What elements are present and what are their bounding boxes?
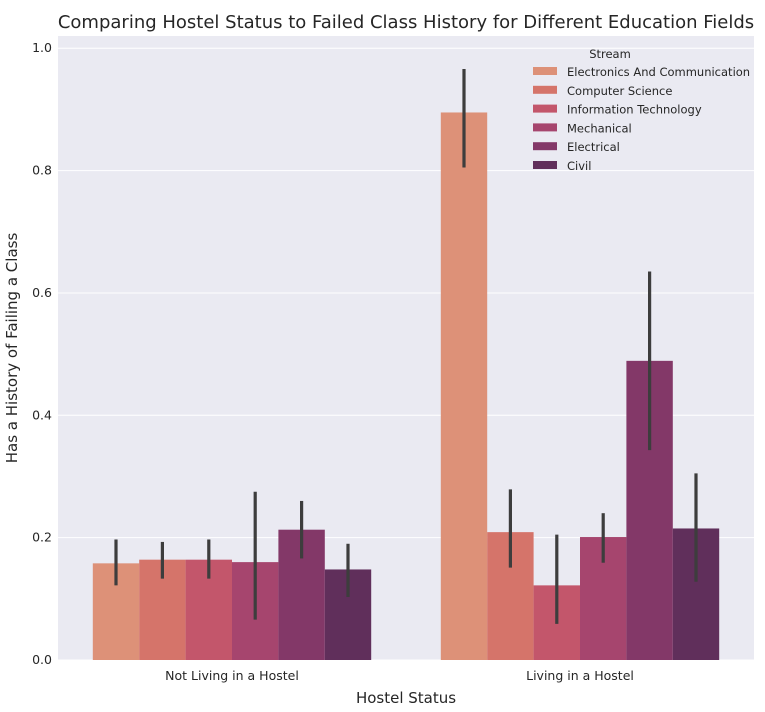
y-tick-label: 0.2 [32, 530, 52, 545]
bars [92, 112, 720, 661]
y-tick-label: 1.0 [32, 40, 52, 55]
legend-label: Computer Science [567, 84, 672, 98]
y-axis-label: Has a History of Failing a Class [3, 233, 21, 464]
x-axis-label: Hostel Status [356, 689, 456, 707]
legend-label: Civil [567, 159, 591, 173]
y-tick-label: 0.0 [32, 652, 52, 667]
chart-title: Comparing Hostel Status to Failed Class … [58, 12, 754, 33]
legend: Stream Electronics And Communication Comp… [533, 47, 750, 173]
legend-swatch [533, 123, 557, 132]
legend-swatch [533, 142, 557, 151]
x-tick-label: Not Living in a Hostel [165, 668, 299, 683]
y-tick-label: 0.6 [32, 285, 52, 300]
legend-label: Mechanical [567, 121, 632, 135]
legend-swatch [533, 104, 557, 113]
legend-label: Information Technology [567, 103, 702, 117]
legend-swatch [533, 85, 557, 94]
error-bars [114, 69, 698, 624]
legend-label: Electrical [567, 140, 620, 154]
legend-swatch [533, 161, 557, 169]
y-tick-label: 0.4 [32, 407, 52, 422]
y-tick-label: 0.8 [32, 163, 52, 178]
x-tick-label: Living in a Hostel [526, 668, 634, 683]
bar [440, 112, 488, 661]
legend-title: Stream [589, 47, 631, 61]
legend-swatch [533, 67, 557, 75]
x-tick-labels: Not Living in a Hostel Living in a Hostel [165, 668, 634, 683]
legend-label: Electronics And Communication [567, 65, 750, 79]
y-tick-labels: 0.0 0.2 0.4 0.6 0.8 1.0 [32, 40, 52, 667]
